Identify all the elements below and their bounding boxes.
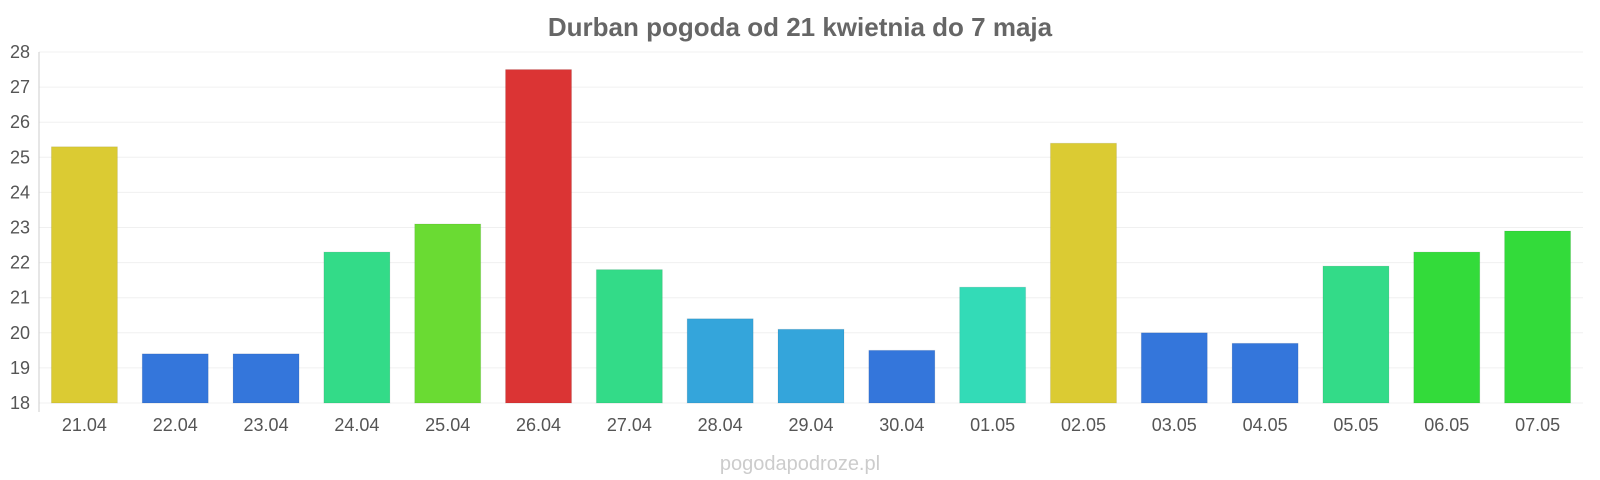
x-tick-label: 23.04 [244,415,289,435]
y-tick-label: 25 [10,147,30,167]
y-tick-label: 22 [10,253,30,273]
x-tick-label: 30.04 [879,415,924,435]
x-tick-label: 28.04 [698,415,743,435]
watermark: pogodapodroze.pl [720,453,880,475]
bar-03.05 [1140,332,1208,404]
x-tick-label: 07.05 [1515,415,1560,435]
chart-title: Durban pogoda od 21 kwietnia do 7 maja [548,12,1053,42]
bar-06.05 [1413,251,1481,404]
y-tick-label: 23 [10,218,30,238]
bar-29.04 [777,328,845,404]
x-tick-label: 05.05 [1333,415,1378,435]
bar-25.04 [414,223,482,404]
bar-26.04 [505,69,573,404]
bar-02.05 [1049,142,1117,404]
bar-28.04 [686,318,754,404]
x-tick-label: 24.04 [334,415,379,435]
y-tick-label: 27 [10,77,30,97]
y-tick-label: 19 [10,358,30,378]
y-tick-label: 28 [10,42,30,62]
y-tick-label: 24 [10,182,30,202]
x-tick-label: 26.04 [516,415,561,435]
bar-22.04 [141,353,209,404]
x-tick-label: 01.05 [970,415,1015,435]
bar-21.04 [50,146,118,404]
x-tick-label: 04.05 [1243,415,1288,435]
x-tick-label: 29.04 [788,415,833,435]
bar-01.05 [959,286,1027,404]
x-axis-ticks: 21.04 22.04 23.04 24.04 25.04 26.04 27.04 28.04… [62,415,1560,435]
x-tick-label: 21.04 [62,415,107,435]
x-tick-label: 27.04 [607,415,652,435]
x-tick-label: 25.04 [425,415,470,435]
x-tick-label: 06.05 [1424,415,1469,435]
bar-27.04 [595,269,663,404]
y-tick-label: 18 [10,393,30,413]
x-tick-label: 22.04 [153,415,198,435]
x-tick-label: 03.05 [1152,415,1197,435]
y-tick-label: 26 [10,112,30,132]
bar-30.04 [868,349,936,404]
bars [50,69,1572,404]
bar-05.05 [1322,265,1390,404]
bar-23.04 [232,353,300,404]
bar-04.05 [1231,342,1299,404]
bar-24.04 [323,251,391,404]
y-tick-label: 20 [10,323,30,343]
bar-07.05 [1504,230,1572,404]
y-axis-ticks: 18 19 20 21 22 23 24 25 26 27 28 [10,42,30,413]
x-tick-label: 02.05 [1061,415,1106,435]
y-tick-label: 21 [10,288,30,308]
